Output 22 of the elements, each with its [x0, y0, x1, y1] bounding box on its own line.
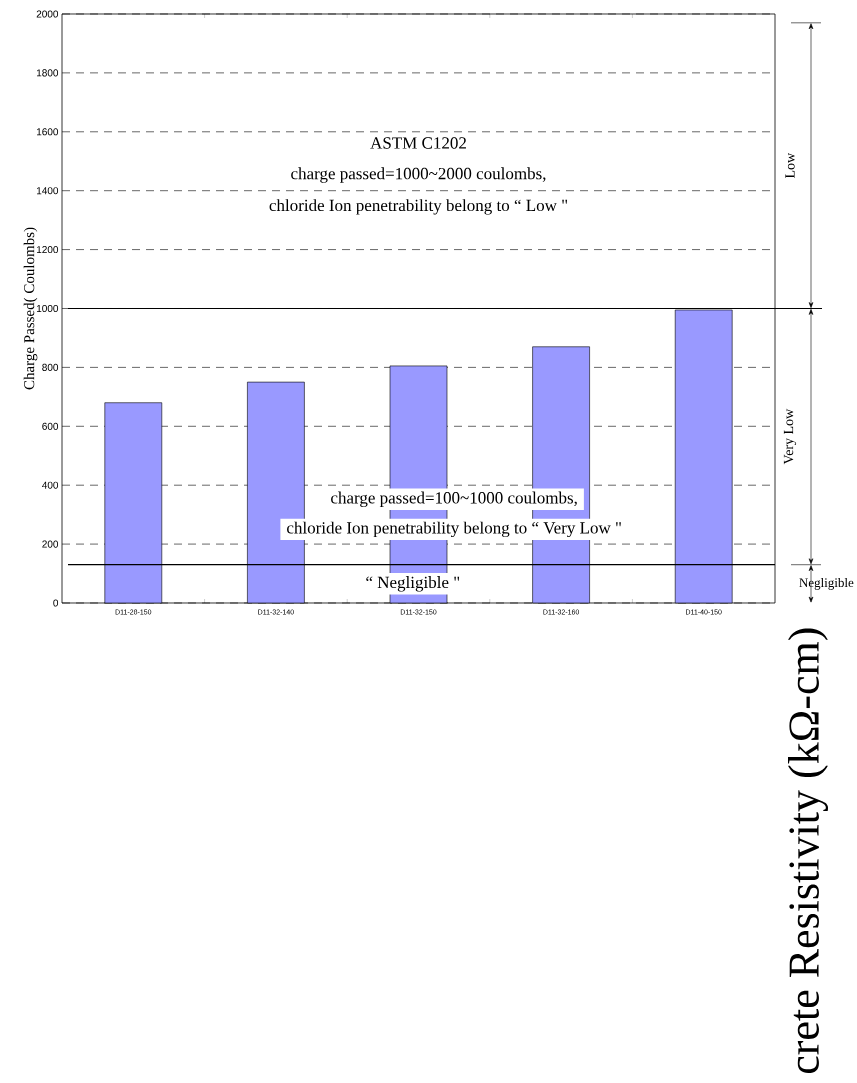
text: Very Low	[783, 408, 797, 465]
annotation: chloride Ion penetrability belong to “ Low "	[269, 199, 568, 215]
y-tick-label: 1800	[36, 69, 59, 77]
annotation: chloride Ion penetrability belong to “ Very Low "	[287, 521, 621, 538]
text: Negligible	[799, 577, 854, 590]
y-tick-label: 1000	[36, 304, 59, 313]
y-tick-label: 1400	[36, 187, 59, 195]
y-tick-label: 600	[42, 422, 59, 430]
annotation: charge passed=1000~2000 coulombs,	[291, 167, 546, 183]
y-tick-label: 1600	[36, 128, 59, 136]
y-tick-label: 200	[42, 540, 59, 548]
y-axis-title: Charge Passed( Coulombs)	[23, 227, 38, 390]
y-tick-label: 400	[42, 481, 59, 489]
annotation: “ Negligible "	[366, 576, 460, 592]
text: Low	[785, 152, 795, 179]
y-tick-label: 2000	[36, 10, 59, 18]
y2-axis-title: crete Resistivity (kΩ-cm)	[788, 628, 829, 1074]
y-tick-label: 800	[42, 363, 59, 371]
annotation: charge passed=100~1000 coulombs,	[331, 491, 577, 508]
annotation: ASTM C1202	[370, 137, 466, 149]
y-tick-label: 0	[53, 599, 59, 607]
y-tick-label: 1200	[36, 246, 59, 254]
